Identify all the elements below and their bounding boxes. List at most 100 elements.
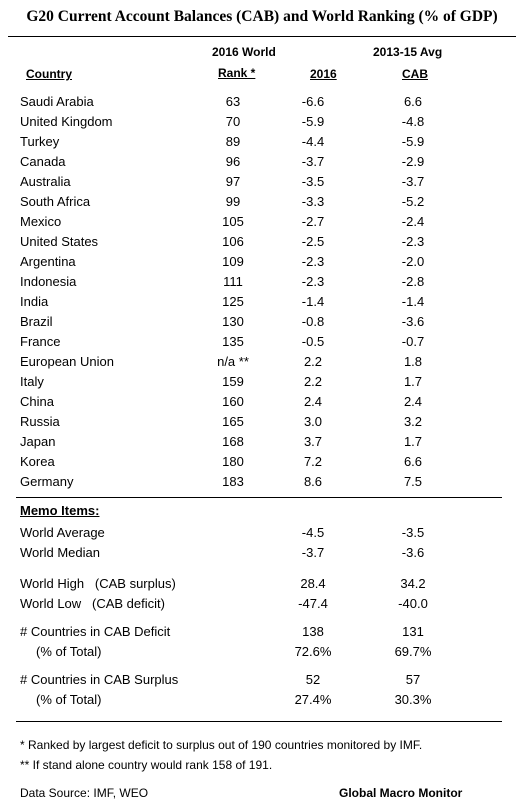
world-rank: 63 — [225, 94, 241, 109]
memo-avg: 69.7% — [394, 644, 432, 659]
cab-2016: 3.0 — [303, 414, 323, 429]
cab-2016: 2.2 — [303, 354, 323, 369]
cab-avg: 6.6 — [403, 94, 423, 109]
table-row: Brazil 130 -0.8 -3.6 — [0, 312, 524, 332]
header-avg-line1: 2013-15 Avg — [373, 45, 443, 59]
table-row: Saudi Arabia 63 -6.6 6.6 — [0, 92, 524, 112]
cab-avg: 1.7 — [403, 374, 423, 389]
country-name: Mexico — [20, 214, 62, 229]
country-name: Canada — [20, 154, 66, 169]
cab-avg: 7.5 — [403, 474, 423, 489]
country-name: Turkey — [20, 134, 60, 149]
cab-2016: -0.5 — [301, 334, 325, 349]
memo-row: # Countries in CAB Surplus 52 57 — [0, 670, 524, 690]
memo-label: World Median — [20, 545, 100, 560]
memo-row: # Countries in CAB Deficit 138 131 — [0, 622, 524, 642]
cab-2016: -2.3 — [301, 254, 325, 269]
cab-2016: -2.3 — [301, 274, 325, 289]
table-row: Japan 168 3.7 1.7 — [0, 432, 524, 452]
memo-row: World Average -4.5 -3.5 — [0, 523, 524, 543]
table-row: Italy 159 2.2 1.7 — [0, 372, 524, 392]
table-row: Argentina 109 -2.3 -2.0 — [0, 252, 524, 272]
world-rank: 168 — [222, 434, 244, 449]
country-name: Russia — [20, 414, 60, 429]
world-rank: 97 — [225, 174, 241, 189]
cab-avg: -2.0 — [401, 254, 425, 269]
cab-avg: 2.4 — [403, 394, 423, 409]
table-row: Turkey 89 -4.4 -5.9 — [0, 132, 524, 152]
memo-row: World Median -3.7 -3.6 — [0, 543, 524, 563]
world-rank: 111 — [223, 274, 243, 289]
cab-2016: 2.4 — [303, 394, 323, 409]
country-name: Japan — [20, 434, 56, 449]
memo-row: (% of Total) 27.4% 30.3% — [0, 690, 524, 710]
memo-avg: -3.6 — [401, 545, 425, 560]
memo-avg: 57 — [405, 672, 421, 687]
world-rank: 135 — [222, 334, 244, 349]
world-rank: 105 — [222, 214, 244, 229]
memo-row: World Low (CAB deficit) -47.4 -40.0 — [0, 594, 524, 614]
cab-avg: -3.6 — [401, 314, 425, 329]
country-name: United Kingdom — [20, 114, 113, 129]
country-name: Korea — [20, 454, 55, 469]
header-country: Country — [26, 67, 72, 81]
cab-2016: 2.2 — [303, 374, 323, 389]
cab-avg: 6.6 — [403, 454, 423, 469]
memo-2016: 138 — [302, 624, 324, 639]
world-rank: 160 — [222, 394, 244, 409]
cab-2016: -3.3 — [301, 194, 325, 209]
title-rule — [8, 36, 516, 37]
memo-label: World High (CAB surplus) — [20, 576, 176, 591]
cab-avg: -5.2 — [401, 194, 425, 209]
cab-avg: -2.3 — [401, 234, 425, 249]
cab-avg: -2.8 — [401, 274, 425, 289]
memo-2016: 52 — [305, 672, 321, 687]
cab-2016: -2.7 — [301, 214, 325, 229]
table-row: Indonesia 111 -2.3 -2.8 — [0, 272, 524, 292]
world-rank: 106 — [222, 234, 244, 249]
memo-heading: Memo Items: — [20, 503, 100, 518]
cab-2016: 3.7 — [303, 434, 323, 449]
memo-avg: -3.5 — [401, 525, 425, 540]
memo-2016: 28.4 — [300, 576, 326, 591]
cab-avg: -5.9 — [401, 134, 425, 149]
world-rank: n/a ** — [217, 354, 249, 369]
memo-row: (% of Total) 72.6% 69.7% — [0, 642, 524, 662]
memo-avg: -40.0 — [398, 596, 428, 611]
memo-avg: 30.3% — [394, 692, 432, 707]
memo-avg: 34.2 — [400, 576, 426, 591]
country-name: Italy — [20, 374, 44, 389]
table-row: Mexico 105 -2.7 -2.4 — [0, 212, 524, 232]
cab-2016: -6.6 — [301, 94, 325, 109]
memo-label: World Low (CAB deficit) — [20, 596, 165, 611]
world-rank: 109 — [222, 254, 244, 269]
world-rank: 89 — [225, 134, 241, 149]
table-row: United States 106 -2.5 -2.3 — [0, 232, 524, 252]
cab-avg: -4.8 — [401, 114, 425, 129]
header-year: 2016 — [310, 67, 337, 81]
memo-label: # Countries in CAB Deficit — [20, 624, 171, 639]
world-rank: 165 — [222, 414, 244, 429]
cab-2016: -4.4 — [301, 134, 325, 149]
header-rank-line1: 2016 World — [212, 45, 276, 59]
data-source: Data Source: IMF, WEO — [20, 786, 149, 800]
memo-label: (% of Total) — [36, 692, 102, 707]
cab-avg: 1.7 — [403, 434, 423, 449]
world-rank: 125 — [222, 294, 244, 309]
country-name: Brazil — [20, 314, 53, 329]
country-name: China — [20, 394, 54, 409]
country-name: Australia — [20, 174, 71, 189]
table-row: France 135 -0.5 -0.7 — [0, 332, 524, 352]
cab-2016: -0.8 — [301, 314, 325, 329]
cab-2016: 7.2 — [303, 454, 323, 469]
cab-avg: -3.7 — [401, 174, 425, 189]
cab-2016: 8.6 — [303, 474, 323, 489]
table-row: European Union n/a ** 2.2 1.8 — [0, 352, 524, 372]
table-row: South Africa 99 -3.3 -5.2 — [0, 192, 524, 212]
country-name: France — [20, 334, 61, 349]
table-row: Russia 165 3.0 3.2 — [0, 412, 524, 432]
memo-2016: 27.4% — [294, 692, 332, 707]
cab-avg: -0.7 — [401, 334, 425, 349]
country-name: United States — [20, 234, 99, 249]
